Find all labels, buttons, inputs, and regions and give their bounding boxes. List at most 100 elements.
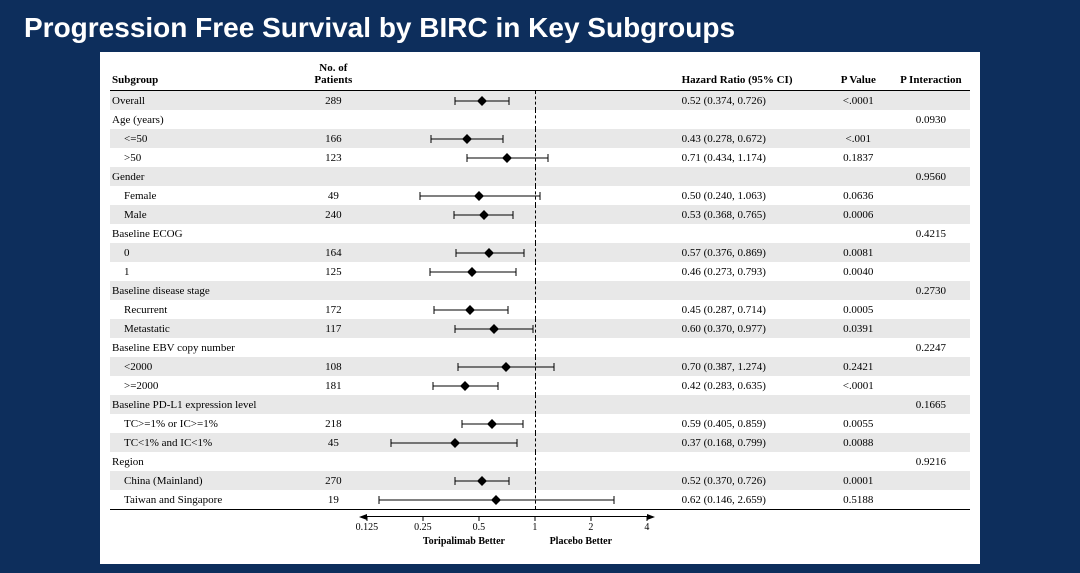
reference-line <box>535 433 536 452</box>
subgroup-label: Baseline PD-L1 expression level <box>110 395 300 414</box>
hr-text: 0.43 (0.278, 0.672) <box>680 129 825 148</box>
reference-line <box>535 376 536 395</box>
forest-plot-panel: Subgroup No. of Patients Hazard Ratio (9… <box>100 52 980 564</box>
reference-line <box>535 414 536 433</box>
p-value <box>825 452 892 471</box>
hr-text: 0.71 (0.434, 1.174) <box>680 148 825 167</box>
subgroup-label: Region <box>110 452 300 471</box>
p-interaction <box>892 319 970 338</box>
axis-tick-label: 0.5 <box>473 522 486 533</box>
n-patients: 166 <box>300 129 367 148</box>
table-row: >501230.71 (0.434, 1.174)0.1837 <box>110 148 970 167</box>
subgroup-label: Female <box>110 186 300 205</box>
n-patients: 172 <box>300 300 367 319</box>
point-estimate-marker <box>502 153 512 163</box>
forest-cell <box>367 148 680 167</box>
subgroup-label: >=2000 <box>110 376 300 395</box>
n-patients: 164 <box>300 243 367 262</box>
p-value: 0.0636 <box>825 186 892 205</box>
p-interaction: 0.0930 <box>892 110 970 129</box>
forest-x-axis: 0.1250.250.5124Toripalimab BetterPlacebo… <box>367 510 680 554</box>
p-value: 0.0391 <box>825 319 892 338</box>
hr-text <box>680 338 825 357</box>
n-patients <box>300 224 367 243</box>
p-interaction <box>892 243 970 262</box>
n-patients: 117 <box>300 319 367 338</box>
hr-text: 0.37 (0.168, 0.799) <box>680 433 825 452</box>
p-value: 0.0088 <box>825 433 892 452</box>
table-row: Female490.50 (0.240, 1.063)0.0636 <box>110 186 970 205</box>
n-patients <box>300 110 367 129</box>
table-row: TC>=1% or IC>=1%2180.59 (0.405, 0.859)0.… <box>110 414 970 433</box>
subgroup-label: <2000 <box>110 357 300 376</box>
col-subgroup-header: Subgroup <box>110 58 300 91</box>
forest-cell <box>367 300 680 319</box>
p-interaction: 0.2247 <box>892 338 970 357</box>
p-value: 0.0081 <box>825 243 892 262</box>
p-interaction <box>892 490 970 510</box>
p-value: 0.0006 <box>825 205 892 224</box>
p-value: 0.0040 <box>825 262 892 281</box>
table-row: Baseline disease stage0.2730 <box>110 281 970 300</box>
table-row: Metastatic1170.60 (0.370, 0.977)0.0391 <box>110 319 970 338</box>
n-patients: 19 <box>300 490 367 510</box>
point-estimate-marker <box>477 476 487 486</box>
table-row: China (Mainland)2700.52 (0.370, 0.726)0.… <box>110 471 970 490</box>
col-plot-header <box>367 58 680 91</box>
hr-text: 0.42 (0.283, 0.635) <box>680 376 825 395</box>
n-patients: 49 <box>300 186 367 205</box>
p-interaction <box>892 433 970 452</box>
subgroup-label: Recurrent <box>110 300 300 319</box>
n-patients: 45 <box>300 433 367 452</box>
n-patients <box>300 395 367 414</box>
point-estimate-marker <box>467 267 477 277</box>
subgroup-label: 0 <box>110 243 300 262</box>
hr-text <box>680 224 825 243</box>
p-value <box>825 110 892 129</box>
col-n-header: No. of Patients <box>300 58 367 91</box>
p-interaction: 0.9560 <box>892 167 970 186</box>
forest-cell <box>367 414 680 433</box>
col-pvalue-header: P Value <box>825 58 892 91</box>
hr-text <box>680 167 825 186</box>
table-row: Baseline ECOG0.4215 <box>110 224 970 243</box>
p-value: 0.0055 <box>825 414 892 433</box>
hr-text: 0.70 (0.387, 1.274) <box>680 357 825 376</box>
axis-tick-label: 0.125 <box>356 522 379 533</box>
axis-tick-label: 1 <box>532 522 537 533</box>
point-estimate-marker <box>501 362 511 372</box>
reference-line <box>535 167 536 186</box>
axis-label-left: Toripalimab Better <box>423 536 505 547</box>
subgroup-label: Baseline EBV copy number <box>110 338 300 357</box>
table-row: 11250.46 (0.273, 0.793)0.0040 <box>110 262 970 281</box>
reference-line <box>535 319 536 338</box>
col-hr-header: Hazard Ratio (95% CI) <box>680 58 825 91</box>
p-value: 0.0001 <box>825 471 892 490</box>
hr-text <box>680 452 825 471</box>
forest-cell <box>367 281 680 300</box>
table-row: >=20001810.42 (0.283, 0.635)<.0001 <box>110 376 970 395</box>
reference-line <box>535 452 536 471</box>
p-interaction <box>892 414 970 433</box>
forest-cell <box>367 490 680 510</box>
p-value: 0.1837 <box>825 148 892 167</box>
hr-text: 0.53 (0.368, 0.765) <box>680 205 825 224</box>
forest-cell <box>367 338 680 357</box>
point-estimate-marker <box>489 324 499 334</box>
reference-line <box>535 224 536 243</box>
forest-cell <box>367 357 680 376</box>
axis-tick-label: 4 <box>644 522 649 533</box>
subgroup-label: Metastatic <box>110 319 300 338</box>
table-row: Baseline EBV copy number 0.2247 <box>110 338 970 357</box>
p-value: <.0001 <box>825 376 892 395</box>
p-interaction <box>892 148 970 167</box>
p-interaction <box>892 129 970 148</box>
subgroup-label: 1 <box>110 262 300 281</box>
forest-cell <box>367 319 680 338</box>
point-estimate-marker <box>491 495 501 505</box>
table-row: <20001080.70 (0.387, 1.274)0.2421 <box>110 357 970 376</box>
hr-text <box>680 110 825 129</box>
point-estimate-marker <box>462 134 472 144</box>
forest-cell <box>367 433 680 452</box>
n-patients <box>300 167 367 186</box>
